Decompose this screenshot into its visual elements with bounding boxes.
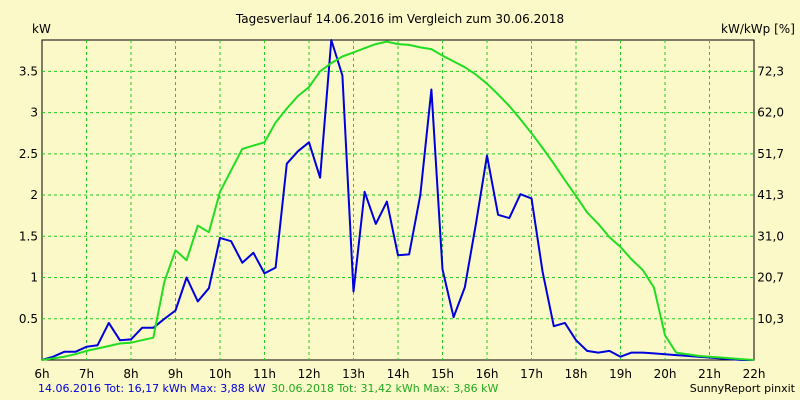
x-tick-label: 19h [609, 367, 632, 381]
chart-title: Tagesverlauf 14.06.2016 im Vergleich zum… [235, 12, 564, 26]
x-tick-label: 6h [34, 367, 49, 381]
y-left-axis-ticks: 0.5 1 1.5 2 2.5 3 3.5 [19, 64, 38, 325]
x-tick-label: 17h [520, 367, 543, 381]
y-left-tick-label: 0.5 [19, 312, 38, 326]
series-line-1 [41, 39, 754, 361]
y-left-tick-label: 2 [30, 188, 38, 202]
x-tick-label: 11h [253, 367, 276, 381]
y-left-tick-label: 3 [30, 106, 38, 120]
x-tick-label: 21h [698, 367, 721, 381]
y-left-tick-label: 1.5 [19, 229, 38, 243]
y-left-tick-label: 2.5 [19, 147, 38, 161]
y-right-tick-label: 20,7 [757, 271, 784, 285]
legend-series-1: 14.06.2016 Tot: 16,17 kWh Max: 3,88 kW [38, 382, 266, 395]
x-tick-label: 20h [654, 367, 677, 381]
legend-series-2: 30.06.2018 Tot: 31,42 kWh Max: 3,86 kW [271, 382, 499, 395]
x-tick-label: 18h [565, 367, 588, 381]
y-right-tick-label: 51,7 [757, 147, 784, 161]
grid [42, 40, 754, 360]
x-tick-label: 10h [209, 367, 232, 381]
y-right-tick-label: 31,0 [757, 229, 784, 243]
x-tick-label: 12h [298, 367, 321, 381]
y-right-axis-label: kW/kWp [%] [721, 22, 795, 36]
series-group [41, 39, 755, 361]
x-tick-label: 13h [342, 367, 365, 381]
y-left-axis-label: kW [32, 22, 51, 36]
x-tick-label: 7h [79, 367, 94, 381]
x-axis-ticks: 6h 7h 8h 9h 10h 11h 12h 13h 14h 15h 16h 17h 18h 19h 20… [34, 367, 765, 381]
x-tick-label: 8h [123, 367, 138, 381]
y-right-tick-label: 62,0 [757, 106, 784, 120]
y-right-tick-label: 10,3 [757, 312, 784, 326]
y-right-tick-label: 72,3 [757, 64, 784, 78]
x-tick-label: 15h [431, 367, 454, 381]
legend: 14.06.2016 Tot: 16,17 kWh Max: 3,88 kW 3… [38, 382, 499, 395]
x-tick-label: 9h [168, 367, 183, 381]
y-left-tick-label: 3.5 [19, 64, 38, 78]
x-tick-label: 14h [387, 367, 410, 381]
y-right-tick-label: 41,3 [757, 188, 784, 202]
y-left-tick-label: 1 [30, 271, 38, 285]
footer-credit: SunnyReport pinxit [690, 382, 796, 395]
series-line-2 [41, 40, 755, 361]
y-right-axis-ticks: 10,3 20,7 31,0 41,3 51,7 62,0 72,3 [757, 64, 784, 325]
x-tick-label: 16h [476, 367, 499, 381]
x-tick-label: 22h [743, 367, 766, 381]
